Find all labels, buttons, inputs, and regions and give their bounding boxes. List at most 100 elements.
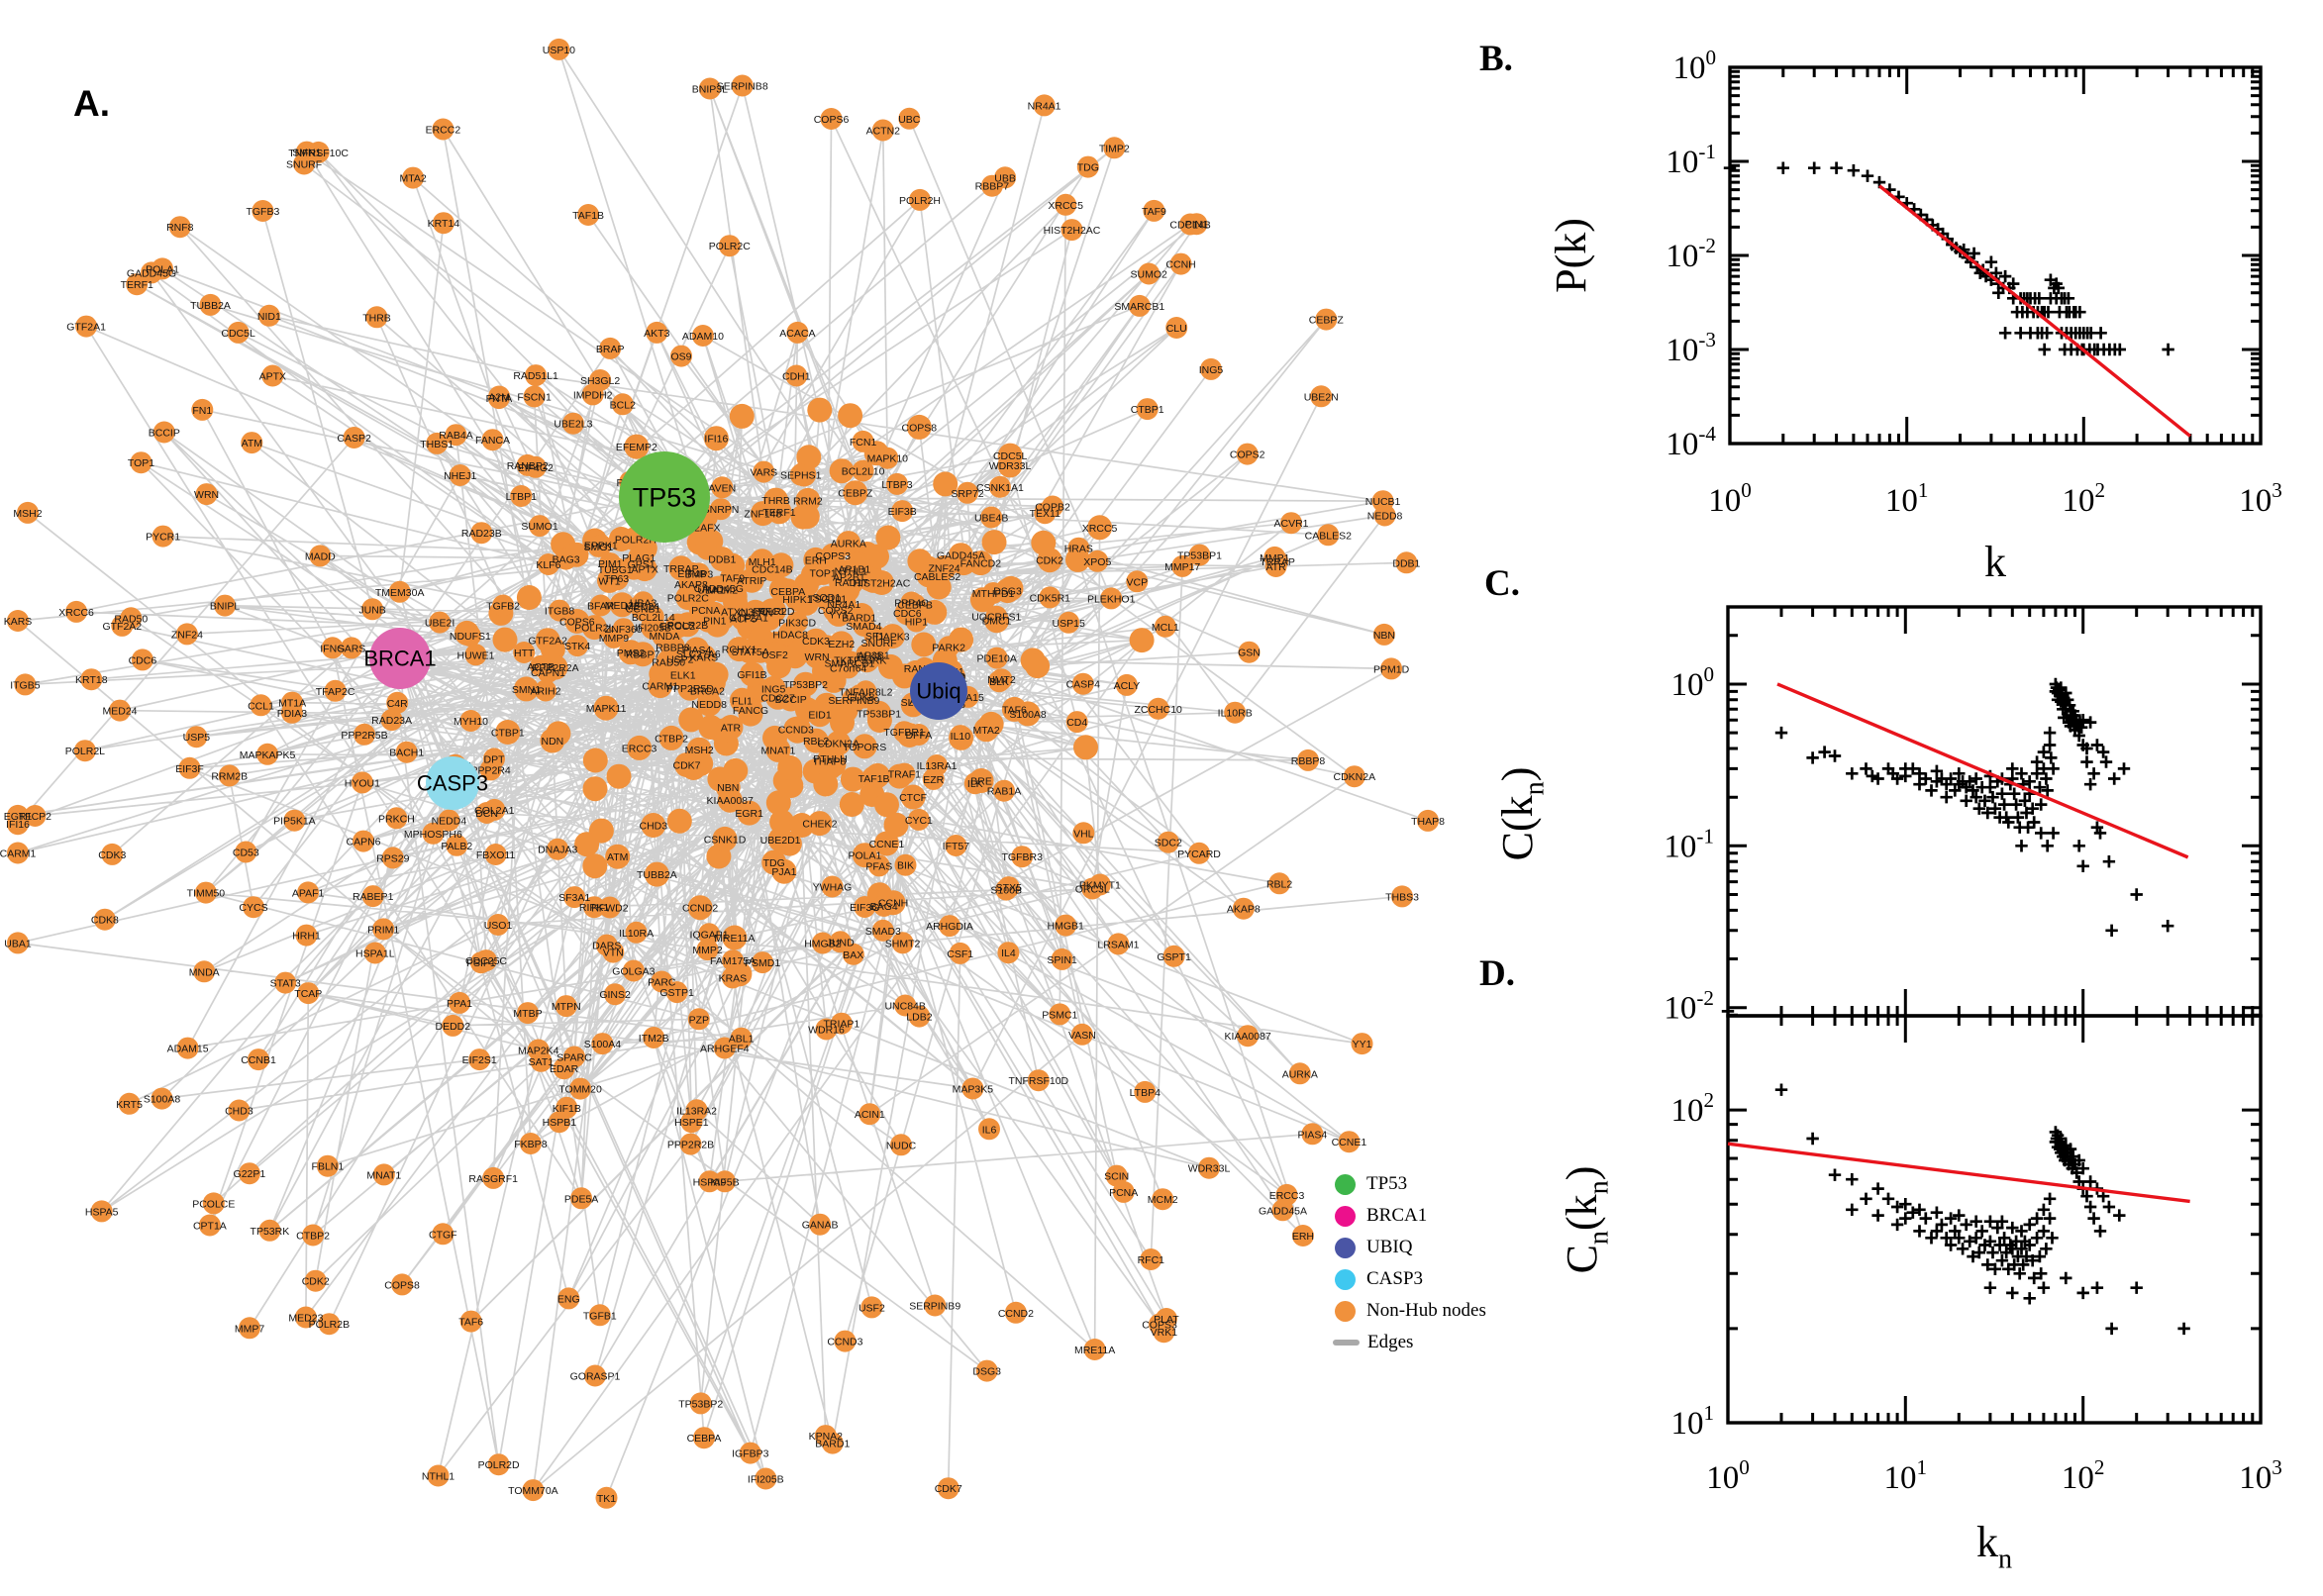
- network-node: [829, 631, 855, 656]
- node-label: GSPT1: [1157, 951, 1191, 963]
- network-node: [593, 695, 619, 721]
- network-node: [529, 515, 551, 538]
- node-label: MED23: [288, 1313, 323, 1325]
- x-tick-label: 101: [1884, 1455, 1928, 1496]
- node-label: CDC25C: [465, 955, 507, 967]
- network-node: [922, 599, 948, 625]
- network-node: [193, 960, 216, 983]
- network-node: [1157, 831, 1179, 853]
- node-label: CDC14B: [752, 564, 792, 576]
- network-node: [351, 771, 373, 794]
- node-label: ATM: [242, 438, 262, 449]
- network-node: [228, 1099, 251, 1122]
- network-node: [829, 458, 855, 484]
- node-label: CDKN2A: [817, 739, 859, 750]
- network-node: [750, 549, 775, 574]
- network-node: [238, 1162, 260, 1185]
- network-node: [712, 826, 738, 851]
- node-label: RAD23A: [371, 715, 412, 727]
- network-node: [721, 966, 744, 989]
- node-label: THBS3: [1385, 891, 1419, 903]
- node-label: EIF3G: [850, 902, 879, 914]
- node-label: COPB2: [1035, 502, 1070, 514]
- network-node: [664, 613, 690, 639]
- network-node: [605, 844, 631, 869]
- node-label: DMC1: [982, 616, 1012, 628]
- network-node: [549, 599, 570, 622]
- node-label: SNURF: [861, 638, 897, 649]
- network-node: [318, 1313, 341, 1336]
- network-node: [17, 501, 39, 524]
- network-node: [1171, 554, 1194, 577]
- node-label: SPARC: [556, 1052, 592, 1064]
- node-label: TGFB2: [486, 601, 520, 613]
- node-label: VRK1: [1151, 1327, 1178, 1339]
- network-node: [985, 647, 1008, 669]
- node-label: SRP72: [951, 488, 983, 500]
- network-node: [1015, 701, 1041, 727]
- node-label: MSH2: [13, 508, 42, 520]
- node-label: MRE11A: [714, 933, 755, 945]
- network-node: [1169, 252, 1192, 275]
- node-label: PPP2R5B: [341, 730, 387, 742]
- node-label: CSNK1D: [704, 834, 747, 846]
- network-node: [487, 914, 509, 936]
- node-label: KRT14: [428, 218, 460, 230]
- node-label: NBN: [1373, 630, 1395, 642]
- node-label: RFC1: [758, 606, 786, 618]
- network-node: [295, 924, 318, 947]
- node-label: TNFRSF10D: [1008, 1075, 1068, 1087]
- network-node: [698, 1170, 721, 1193]
- network-node: [698, 923, 721, 946]
- node-label: THRB: [362, 312, 391, 324]
- network-node: [765, 684, 791, 710]
- node-label: ZNF148: [744, 509, 781, 521]
- node-label: USP2: [666, 653, 694, 665]
- network-node: [1065, 711, 1088, 734]
- node-label: USF2: [858, 1302, 885, 1314]
- network-node: [582, 748, 608, 773]
- node-label: AKAP8: [674, 579, 708, 591]
- network-node: [583, 896, 606, 919]
- node-label: PSMD1: [745, 957, 780, 969]
- node-label: IL6: [982, 1124, 997, 1136]
- network-node: [1100, 587, 1123, 610]
- network-node: [1072, 822, 1095, 845]
- network-node: [386, 691, 409, 714]
- node-label: RIPK1: [579, 902, 610, 914]
- node-label: ZCCHC10: [1134, 704, 1182, 716]
- node-label: RBBP7: [975, 181, 1010, 193]
- network-node: [1129, 628, 1155, 653]
- node-label: IQGAP1: [690, 929, 729, 941]
- hub-label-ubiq: Ubiq: [916, 679, 960, 704]
- node-label: RAD23B: [461, 528, 502, 540]
- network-node: [967, 550, 993, 576]
- node-label: MTHFD1: [972, 588, 1015, 600]
- hub-node-brca1: [369, 628, 431, 689]
- network-node: [975, 1359, 998, 1382]
- network-node: [80, 668, 103, 691]
- network-node: [304, 1269, 327, 1292]
- node-label: ATRIP: [737, 575, 766, 587]
- node-label: ZNF360: [605, 624, 643, 636]
- node-label: LTBP1: [506, 491, 537, 503]
- network-node: [519, 1133, 542, 1154]
- network-node: [283, 809, 306, 832]
- network-node: [957, 481, 978, 504]
- node-label: BARD1: [842, 613, 876, 625]
- node-label: RAB4A: [439, 430, 472, 442]
- node-label: OS9: [670, 351, 691, 363]
- network-node: [361, 885, 384, 908]
- node-label: SHMT2: [885, 938, 921, 949]
- network-node: [522, 1479, 545, 1502]
- fit-line: [1877, 184, 2191, 438]
- node-label: BRE: [970, 776, 992, 788]
- node-label: EGR1: [735, 808, 763, 820]
- node-label: RFWD2: [591, 903, 628, 915]
- node-label: YY1: [1353, 1039, 1372, 1050]
- axis-ticks: [1728, 1016, 2261, 1423]
- chart-b: 100 101 102 103 100 10-1 10-2 10-3 10-4 k P(k): [1547, 46, 2282, 586]
- network-node: [622, 959, 645, 982]
- network-node: [239, 1317, 260, 1340]
- network-node: [235, 841, 257, 863]
